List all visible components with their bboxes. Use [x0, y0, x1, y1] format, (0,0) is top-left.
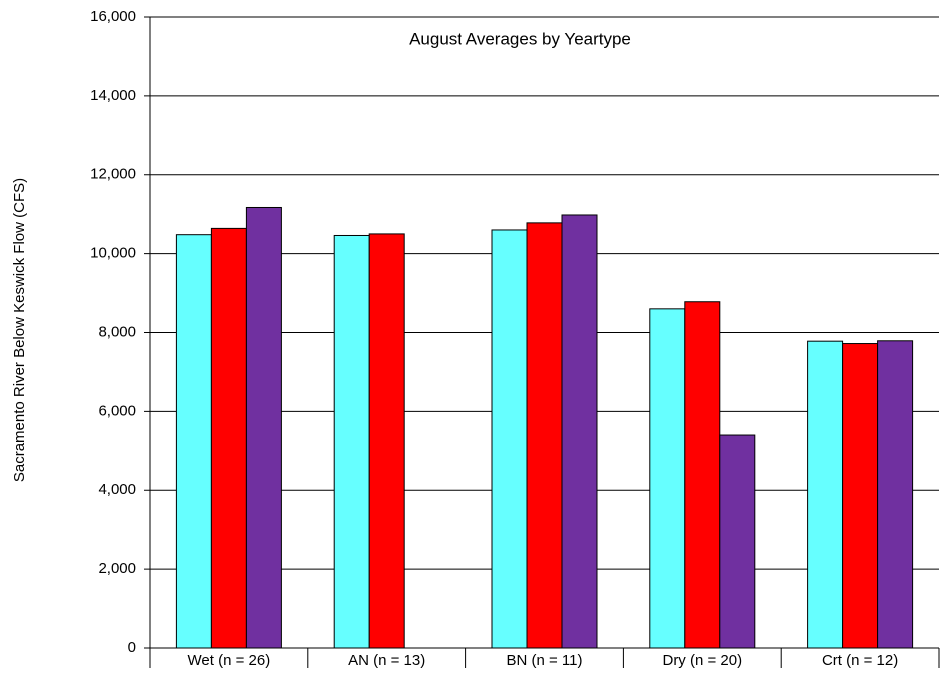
bar	[649, 308, 686, 649]
bar	[719, 434, 756, 649]
y-tick-label: 10,000	[90, 245, 136, 262]
bar	[491, 229, 528, 649]
bar	[842, 343, 879, 649]
bar	[333, 234, 370, 649]
bar	[877, 340, 914, 649]
x-tick-label: Wet (n = 26)	[188, 652, 271, 669]
bar	[684, 301, 721, 649]
bar	[210, 227, 247, 649]
y-tick-label: 0	[128, 639, 136, 656]
x-tick-label: Crt (n = 12)	[822, 652, 898, 669]
bar	[561, 214, 598, 649]
x-tick-label: BN (n = 11)	[506, 652, 582, 669]
y-tick-label: 14,000	[90, 87, 136, 104]
x-tick-label: Dry (n = 20)	[662, 652, 742, 669]
y-tick-label: 16,000	[90, 8, 136, 25]
y-axis-label: Sacramento River Below Keswick Flow (CFS…	[11, 178, 28, 482]
y-tick-label: 8,000	[98, 323, 136, 340]
bar	[245, 206, 282, 649]
y-tick-label: 12,000	[90, 166, 136, 183]
bar	[807, 340, 844, 649]
bar	[175, 234, 212, 649]
x-tick-label: AN (n = 13)	[348, 652, 425, 669]
y-tick-label: 6,000	[98, 402, 136, 419]
y-tick-label: 4,000	[98, 481, 136, 498]
bar	[368, 233, 405, 649]
y-tick-label: 2,000	[98, 560, 136, 577]
chart-title: August Averages by Yeartype	[409, 29, 631, 48]
bar	[526, 222, 563, 649]
